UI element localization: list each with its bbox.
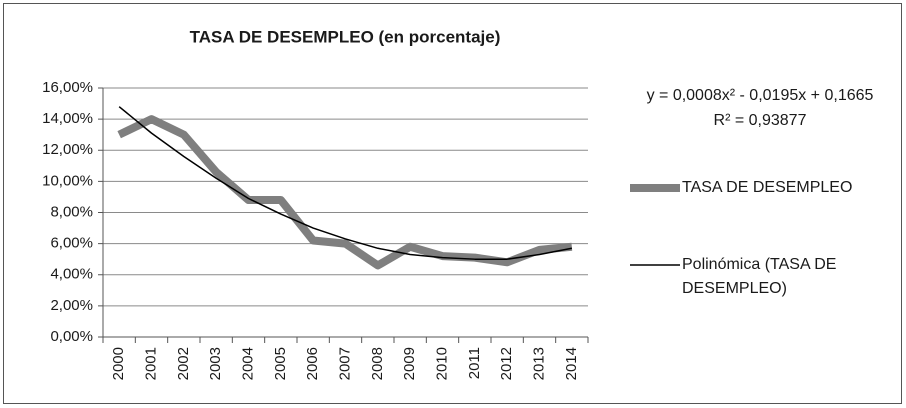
legend-label: Polinómica (TASA DE DESEMPLEO) [682,256,837,297]
x-tick-label: 2007 [336,347,353,380]
x-tick-label: 2004 [239,347,256,380]
y-tick-label: 6,00% [50,235,93,252]
y-tick-label: 2,00% [50,297,93,314]
x-tick-label: 2005 [272,347,289,380]
trend-r2: R² = 0,93877 [714,112,807,129]
x-tick-label: 2011 [466,347,483,379]
x-tick-label: 2009 [401,347,418,380]
y-tick-label: 16,00% [42,79,93,96]
y-tick-label: 12,00% [42,141,93,158]
chart-title: TASA DE DESEMPLEO (en porcentaje) [190,27,501,46]
y-tick-label: 10,00% [42,172,93,189]
x-tick-label: 2000 [110,347,127,380]
chart-border [3,3,902,404]
x-tick-label: 2008 [369,347,386,380]
y-tick-label: 0,00% [50,328,93,345]
x-tick-label: 2013 [530,347,547,380]
y-tick-label: 14,00% [42,110,93,127]
y-tick-label: 8,00% [50,203,93,220]
data-line [118,106,572,260]
x-tick-label: 2012 [498,347,515,380]
y-tick-label: 4,00% [50,266,93,283]
legend-label: TASA DE DESEMPLEO [682,179,853,196]
x-tick-label: 2006 [304,347,321,380]
data-line [117,115,573,270]
x-tick-label: 2014 [563,347,580,380]
x-tick-label: 2010 [433,347,450,380]
x-tick-label: 2003 [207,347,224,380]
trend-equation: y = 0,0008x² - 0,0195x + 0,1665 [647,87,874,104]
x-tick-label: 2001 [142,347,159,380]
x-tick-label: 2002 [175,347,192,380]
